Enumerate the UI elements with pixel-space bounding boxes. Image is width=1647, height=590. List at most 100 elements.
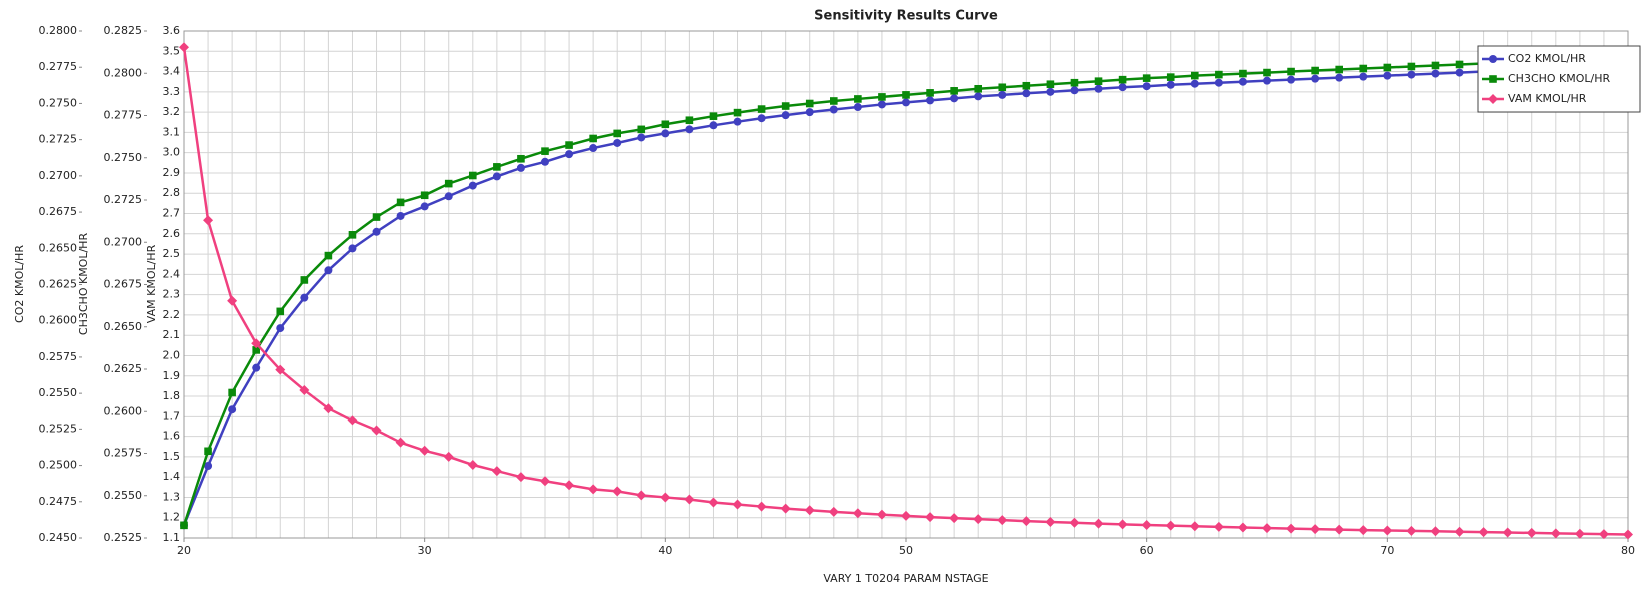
point xyxy=(708,497,719,508)
point xyxy=(1287,75,1296,84)
point xyxy=(420,191,429,200)
y-tick-label: 0.2575 xyxy=(39,350,78,363)
point xyxy=(974,92,983,101)
point xyxy=(589,134,597,143)
point xyxy=(925,512,936,523)
point xyxy=(348,244,357,253)
point xyxy=(733,117,742,126)
point xyxy=(1166,80,1175,89)
point xyxy=(467,459,478,470)
x-tick-label: 40 xyxy=(658,544,672,557)
point xyxy=(1191,71,1199,80)
point xyxy=(1141,520,1152,531)
point xyxy=(661,129,670,138)
point xyxy=(1431,61,1440,70)
point xyxy=(756,501,767,512)
y3-tick-label: 1.4 xyxy=(163,470,181,483)
point xyxy=(443,451,454,462)
point xyxy=(1455,60,1464,69)
point xyxy=(396,198,405,207)
point xyxy=(1455,68,1464,77)
point xyxy=(540,476,550,487)
point xyxy=(372,213,381,221)
y3-tick-label: 2.6 xyxy=(163,227,181,240)
y3-tick-label: 2.8 xyxy=(163,186,181,199)
point xyxy=(1237,522,1248,533)
y3-tick-label: 2.4 xyxy=(163,267,181,280)
point xyxy=(541,157,549,166)
point xyxy=(878,93,886,101)
point xyxy=(1094,84,1103,93)
y3-tick-label: 2.5 xyxy=(163,247,181,260)
point xyxy=(1166,73,1175,81)
point xyxy=(998,90,1007,99)
y-tick-label: 0.2550 xyxy=(39,386,78,399)
point xyxy=(1310,524,1321,535)
point xyxy=(781,111,790,120)
point xyxy=(468,181,477,190)
y3-tick-label: 1.8 xyxy=(163,389,181,402)
y3-tick-label: 1.6 xyxy=(163,430,181,443)
y3-tick-label: 2.9 xyxy=(163,166,181,179)
y3-tick-label: 1.9 xyxy=(163,369,181,382)
point xyxy=(491,466,502,477)
point xyxy=(1045,516,1056,527)
point xyxy=(252,363,261,372)
point xyxy=(492,172,501,181)
point xyxy=(637,133,646,142)
point xyxy=(1502,527,1513,538)
point xyxy=(324,251,333,260)
x-tick-label: 20 xyxy=(177,544,191,557)
point xyxy=(299,384,310,395)
y2-tick-label: 0.2550 xyxy=(104,489,143,502)
point xyxy=(1021,516,1032,527)
point xyxy=(733,108,742,117)
point xyxy=(1311,66,1319,75)
point xyxy=(1213,521,1224,532)
point xyxy=(685,116,694,125)
point xyxy=(1383,63,1392,72)
point xyxy=(515,472,526,483)
y2-tick-label: 0.2650 xyxy=(104,320,143,333)
point xyxy=(347,415,358,426)
point xyxy=(1359,64,1368,73)
y3-tick-label: 1.3 xyxy=(163,490,181,503)
legend-label: VAM KMOL/HR xyxy=(1508,92,1587,105)
point xyxy=(419,445,430,456)
point xyxy=(902,91,910,99)
point xyxy=(564,480,575,491)
point xyxy=(636,490,647,501)
point xyxy=(444,179,453,188)
point xyxy=(1093,518,1104,529)
y-tick-label: 0.2525 xyxy=(39,422,78,435)
point xyxy=(1311,74,1320,83)
x-tick-label: 70 xyxy=(1380,544,1394,557)
point xyxy=(1190,79,1199,88)
y2-tick-label: 0.2575 xyxy=(104,447,143,460)
y3-tick-label: 3.1 xyxy=(163,125,181,138)
point xyxy=(732,499,743,510)
point xyxy=(227,295,238,306)
point xyxy=(516,163,525,172)
x-tick-label: 30 xyxy=(418,544,432,557)
point xyxy=(1526,527,1537,538)
legend-marker xyxy=(1489,55,1497,63)
point xyxy=(757,114,766,123)
point xyxy=(275,364,286,375)
y-tick-label: 0.2700 xyxy=(39,169,78,182)
x-tick-label: 60 xyxy=(1140,544,1154,557)
legend-marker xyxy=(1489,75,1497,83)
point xyxy=(251,338,262,349)
point xyxy=(371,425,382,436)
point xyxy=(805,99,814,108)
y3-tick-label: 1.1 xyxy=(163,531,181,544)
point xyxy=(804,505,815,516)
point xyxy=(348,231,357,239)
point xyxy=(228,388,236,397)
point xyxy=(613,129,621,138)
point xyxy=(949,513,960,524)
point xyxy=(1407,62,1416,71)
y3-tick-label: 3.4 xyxy=(163,65,181,78)
y-tick-label: 0.2775 xyxy=(39,60,78,73)
point xyxy=(757,105,766,113)
